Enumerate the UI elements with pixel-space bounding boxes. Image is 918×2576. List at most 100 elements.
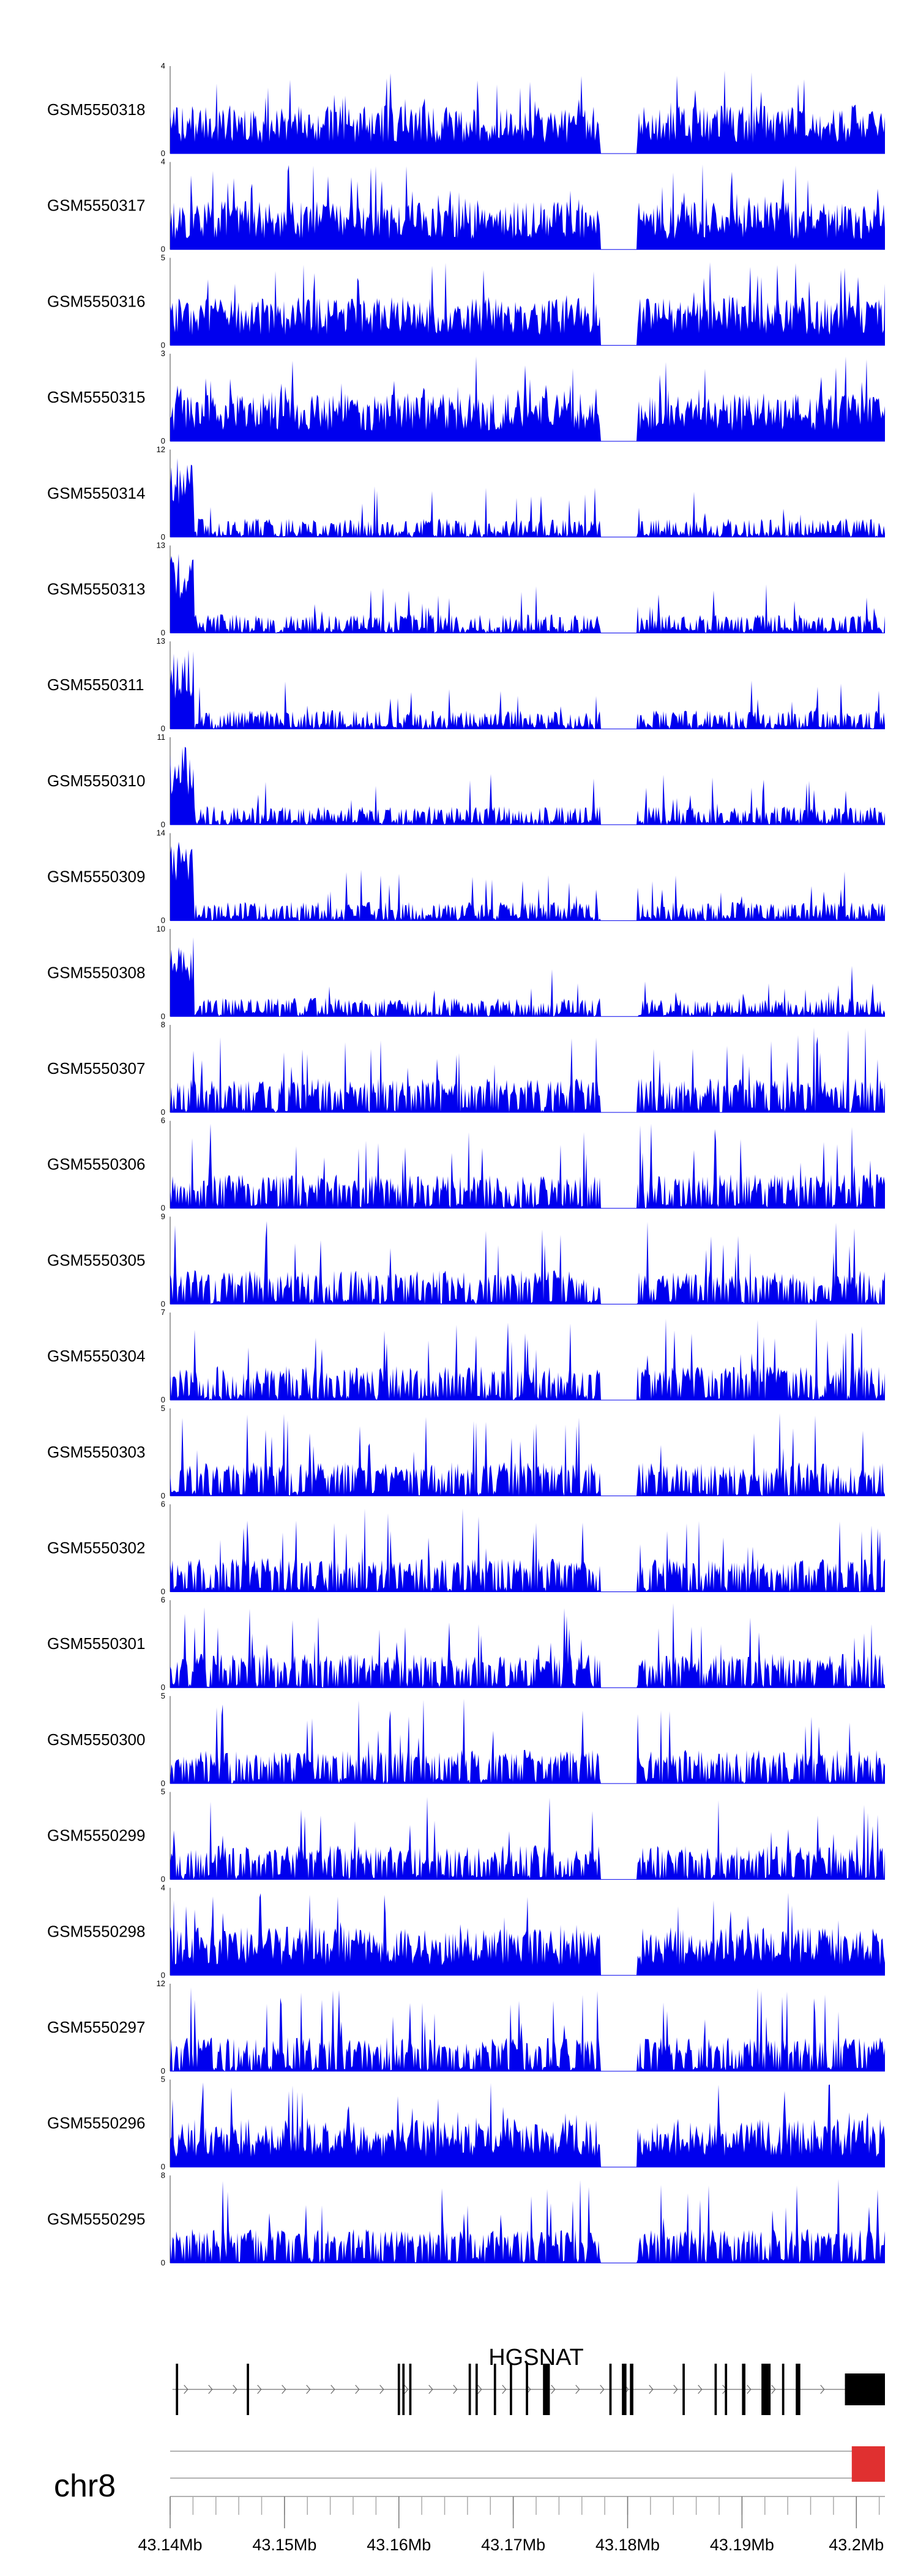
coverage-area [170,458,885,537]
y-tick-label: 0 [161,245,165,254]
axis-tick-label: 43.15Mb [252,2536,316,2554]
coverage-area [170,1603,885,1688]
exon [397,2364,400,2415]
genome-axis: 43.14Mb 43.15Mb 43.16Mb 43.17Mb 43.18Mb 43.19… [138,2496,885,2554]
coverage-track: GSM5550301 6 0 [47,1595,885,1692]
track-label: GSM5550295 [47,2209,145,2228]
gene-track: HGSNAT [172,2345,885,2415]
track-label: GSM5550317 [47,196,145,215]
y-tick-label: 0 [161,1395,165,1404]
exon [609,2364,612,2415]
track-label: GSM5550302 [47,1539,145,1557]
y-tick-label: 0 [161,1587,165,1596]
axis-tick-label: 43.14Mb [138,2536,202,2554]
y-tick-label: 0 [161,532,165,542]
exon [622,2364,627,2415]
y-tick-label: 10 [157,924,165,933]
axis-tick-label: 43.17Mb [481,2536,545,2554]
exon [782,2364,785,2415]
y-tick-label: 5 [161,253,165,262]
strand-arrow [747,2384,752,2394]
exon [742,2364,746,2415]
strand-arrow [453,2384,458,2394]
y-tick-label: 0 [161,1683,165,1692]
track-label: GSM5550300 [47,1730,145,1749]
coverage-area [170,1987,885,2071]
y-tick-label: 13 [157,636,165,646]
exon [493,2364,496,2415]
coverage-track: GSM5550300 5 0 [47,1691,885,1788]
y-tick-label: 5 [161,1787,165,1796]
strand-arrow [379,2384,384,2394]
track-label: GSM5550304 [47,1347,145,1365]
strand-arrow [575,2384,580,2394]
y-tick-label: 0 [161,628,165,638]
strand-arrow [282,2384,286,2394]
track-label: GSM5550316 [47,292,145,310]
y-tick-label: 14 [157,828,165,838]
coverage-track: GSM5550313 13 0 [47,541,885,638]
exon [510,2364,512,2415]
track-label: GSM5550309 [47,868,145,886]
y-tick-label: 0 [161,2066,165,2075]
strand-arrow [820,2384,825,2394]
coverage-area [170,262,885,346]
track-label: GSM5550298 [47,1922,145,1940]
coverage-track: GSM5550309 14 0 [47,828,885,925]
y-tick-label: 0 [161,1107,165,1117]
y-tick-label: 0 [161,1204,165,1213]
track-label: GSM5550308 [47,963,145,981]
strand-arrow [477,2384,482,2394]
coverage-area [170,1699,885,1784]
track-label: GSM5550297 [47,2018,145,2036]
y-tick-label: 6 [161,1500,165,1509]
coverage-track: GSM5550296 5 0 [47,2075,885,2172]
y-tick-label: 0 [161,149,165,158]
coverage-track: GSM5550303 5 0 [47,1404,885,1500]
coverage-area [170,1796,885,1880]
exon [543,2364,550,2415]
y-tick-label: 0 [161,1491,165,1500]
y-tick-label: 11 [157,732,166,742]
coverage-area [170,1319,885,1401]
exon [176,2364,179,2415]
coverage-area [170,1221,885,1305]
exon [247,2364,249,2415]
strand-arrow [502,2384,507,2394]
track-label: GSM5550318 [47,100,145,119]
coverage-track: GSM5550308 10 0 [47,924,885,1021]
coverage-track: GSM5550302 6 0 [47,1500,885,1596]
coverage-area [170,2179,885,2263]
coverage-track: GSM5550318 4 0 [47,61,885,158]
y-tick-label: 0 [161,436,165,445]
strand-arrow [404,2384,409,2394]
strand-arrow [208,2384,213,2394]
exon [714,2364,717,2415]
strand-arrow [257,2384,262,2394]
coverage-track: GSM5550295 8 0 [47,2170,885,2267]
y-tick-label: 3 [161,349,165,358]
exon [725,2364,728,2415]
axis-tick-label: 43.16Mb [367,2536,431,2554]
track-label: GSM5550301 [47,1634,145,1653]
y-tick-label: 0 [161,916,165,925]
coverage-area [170,1508,885,1592]
coverage-track: GSM5550297 12 0 [47,1979,885,2075]
strand-arrow [600,2384,605,2394]
coverage-track: GSM5550307 8 0 [47,1020,885,1117]
y-tick-label: 0 [161,340,165,349]
strand-arrow [355,2384,360,2394]
y-tick-label: 0 [161,1970,165,1979]
y-tick-label: 0 [161,1779,165,1788]
y-tick-label: 5 [161,1404,165,1413]
track-label: GSM5550307 [47,1059,145,1078]
y-tick-label: 9 [161,1212,165,1221]
coverage-track: GSM5550298 4 0 [47,1883,885,1979]
coverage-area [170,2082,885,2167]
strand-arrow [233,2384,237,2394]
coverage-area [170,554,885,633]
coverage-track: GSM5550306 6 0 [47,1116,885,1213]
y-tick-label: 4 [161,61,165,70]
coverage-area [170,1413,885,1496]
exon [526,2364,528,2415]
